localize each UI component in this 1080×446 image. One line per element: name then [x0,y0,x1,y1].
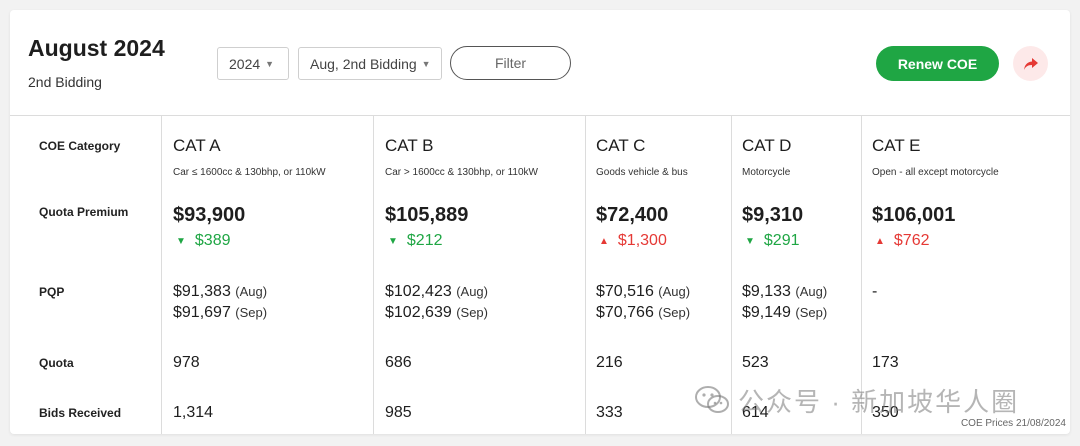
cat-b-name: CAT B [385,136,434,155]
results-header: August 2024 2nd Bidding 2024 ▼ Aug, 2nd … [10,10,1070,116]
cat-a-change: ▼ $389 [176,232,231,250]
pqp-month: (Aug) [795,284,828,299]
column-divider [585,116,586,434]
filter-button[interactable]: Filter [450,46,571,80]
cat-c-change-value: $1,300 [617,232,667,249]
cat-b-quota: 686 [385,354,412,371]
cat-d-quota: 523 [742,354,769,371]
cat-c-bids: 333 [596,404,623,421]
cat-e-premium: $106,001 [872,204,956,226]
cat-d-change: ▼ $291 [745,232,800,250]
renew-coe-button[interactable]: Renew COE [876,46,999,81]
share-icon [1023,57,1038,70]
year-select-value: 2024 [229,55,261,72]
footer-note: COE Prices 21/08/2024 [960,418,1066,429]
triangle-up-icon: ▲ [875,235,885,247]
cat-a-premium: $93,900 [173,204,246,226]
share-button[interactable] [1013,46,1048,81]
chevron-down-icon: ▼ [421,58,431,69]
page-subtitle: 2nd Bidding [28,74,102,90]
cat-e-description: Open - all except motorcycle [872,167,999,178]
pqp-month: (Sep) [456,305,488,320]
cat-b-change-value: $212 [406,232,443,249]
row-label-bids: Bids Received [39,406,122,420]
triangle-up-icon: ▲ [599,235,609,247]
cat-b-description: Car > 1600cc & 130bhp, or 110kW [385,167,538,178]
cat-d-bids: 614 [742,404,769,421]
triangle-down-icon: ▼ [176,235,186,247]
column-divider [731,116,732,434]
pqp-value: $102,423 [385,283,452,300]
year-select[interactable]: 2024 ▼ [217,47,289,80]
cat-d-pqp-sep: $9,149 (Sep) [742,304,827,322]
cat-e-change: ▲ $762 [875,232,930,250]
cat-a-name: CAT A [173,136,221,155]
cat-b-change: ▼ $212 [388,232,443,250]
cat-c-change: ▲ $1,300 [599,232,667,250]
triangle-down-icon: ▼ [745,235,755,247]
cat-d-premium: $9,310 [742,204,804,226]
cat-e-pqp-none: - [872,283,878,300]
pqp-month: (Aug) [456,284,488,299]
cat-e-name: CAT E [872,136,921,155]
cat-c-premium: $72,400 [596,204,669,226]
cat-b-premium: $105,889 [385,204,469,226]
column-divider [861,116,862,434]
pqp-value: $70,516 [596,283,654,300]
triangle-down-icon: ▼ [388,235,398,247]
coe-results-table: COE Category Quota Premium PQP Quota Bid… [10,116,1070,434]
page-title: August 2024 [28,35,165,61]
cat-a-quota: 978 [173,354,200,371]
coe-results-card: August 2024 2nd Bidding 2024 ▼ Aug, 2nd … [10,10,1070,434]
row-label-premium: Quota Premium [39,205,129,219]
pqp-value: $91,697 [173,304,231,321]
cat-a-pqp-aug: $91,383 (Aug) [173,283,267,301]
cat-c-description: Goods vehicle & bus [596,167,688,178]
cat-a-pqp-sep: $91,697 (Sep) [173,304,267,322]
cat-a-change-value: $389 [194,232,231,249]
cat-b-bids: 985 [385,404,412,421]
cat-b-pqp-aug: $102,423 (Aug) [385,283,488,301]
pqp-month: (Sep) [658,305,691,320]
cat-a-bids: 1,314 [173,404,214,421]
cat-e-quota: 173 [872,354,899,371]
watermark: 公众号 · 新加坡华人圈 [694,380,1019,420]
cat-d-pqp-aug: $9,133 (Aug) [742,283,827,301]
row-label-category: COE Category [39,139,121,153]
column-divider [373,116,374,434]
pqp-value: $70,766 [596,304,654,321]
cat-c-pqp-aug: $70,516 (Aug) [596,283,690,301]
pqp-month: (Sep) [795,305,828,320]
cat-b-pqp-sep: $102,639 (Sep) [385,304,488,322]
wechat-icon [695,386,729,413]
bidding-select-value: Aug, 2nd Bidding [310,55,417,72]
pqp-month: (Sep) [235,305,268,320]
cat-e-change-value: $762 [893,232,930,249]
row-label-quota: Quota [39,356,74,370]
cat-c-name: CAT C [596,136,646,155]
watermark-text: 公众号 · 新加坡华人圈 [738,386,1020,417]
pqp-month: (Aug) [658,284,691,299]
cat-a-description: Car ≤ 1600cc & 130bhp, or 110kW [173,167,326,178]
pqp-value: $9,133 [742,283,791,300]
cat-d-description: Motorcycle [742,167,791,178]
bidding-select[interactable]: Aug, 2nd Bidding ▼ [298,47,442,80]
row-label-pqp: PQP [39,285,65,299]
column-divider [161,116,162,434]
cat-c-pqp-sep: $70,766 (Sep) [596,304,690,322]
cat-c-quota: 216 [596,354,623,371]
pqp-month: (Aug) [235,284,268,299]
pqp-value: $102,639 [385,304,452,321]
cat-d-change-value: $291 [763,232,800,249]
cat-e-bids: 350 [872,404,899,421]
cat-d-name: CAT D [742,136,792,155]
pqp-value: $91,383 [173,283,231,300]
pqp-value: $9,149 [742,304,791,321]
chevron-down-icon: ▼ [265,58,275,69]
